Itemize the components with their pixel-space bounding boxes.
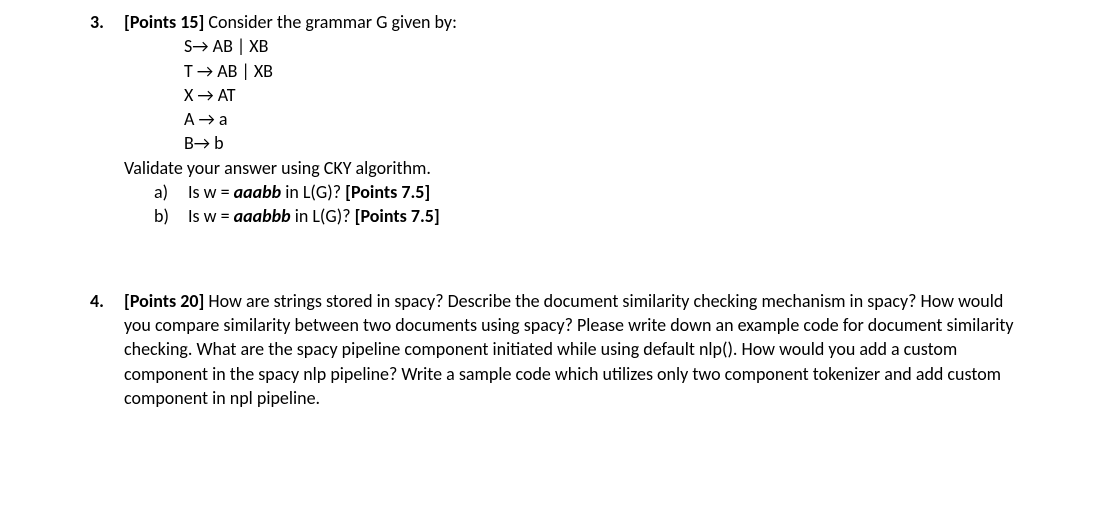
part-b-post: in L(G)?: [291, 205, 355, 227]
production-3-lhs: A: [184, 108, 198, 130]
part-a-post: in L(G)?: [281, 181, 345, 203]
part-a-text: Is w = aaabb in L(G)? [Points 7.5]: [188, 180, 430, 204]
arrow-icon: →: [194, 132, 210, 154]
production-0-rhs: AB | XB: [209, 35, 269, 57]
question-3-heading: [Points 15] Consider the grammar G given…: [124, 10, 1023, 34]
production-2-lhs: X: [184, 84, 197, 106]
part-a-pre: Is w =: [188, 181, 234, 203]
production-4: B→ b: [184, 131, 1023, 155]
grammar-block: S→ AB | XB T → AB | XB X → AT A → a B→ b: [184, 34, 1023, 155]
arrow-icon: →: [192, 35, 208, 57]
part-a: a) Is w = aaabb in L(G)? [Points 7.5]: [154, 180, 1023, 204]
validate-line: Validate your answer using CKY algorithm…: [124, 156, 1023, 180]
production-3: A → a: [184, 107, 1023, 131]
question-4-number: 4.: [90, 289, 124, 313]
production-1-rhs: AB | XB: [213, 60, 273, 82]
arrow-icon: →: [197, 60, 213, 82]
question-3-points: [Points 15]: [124, 11, 204, 33]
question-3-intro: Consider the grammar G given by:: [204, 11, 457, 33]
sublist: a) Is w = aaabb in L(G)? [Points 7.5] b)…: [154, 180, 1023, 229]
part-b-text: Is w = aaabbb in L(G)? [Points 7.5]: [188, 204, 440, 228]
part-a-word: aaabb: [234, 181, 282, 203]
part-b: b) Is w = aaabbb in L(G)? [Points 7.5]: [154, 204, 1023, 228]
production-2: X → AT: [184, 83, 1023, 107]
part-b-points: [Points 7.5]: [355, 205, 440, 227]
question-3-number: 3.: [90, 10, 124, 34]
arrow-icon: →: [197, 84, 213, 106]
question-3-body: [Points 15] Consider the grammar G given…: [124, 10, 1023, 229]
part-b-word: aaabbb: [234, 205, 291, 227]
question-3: 3. [Points 15] Consider the grammar G gi…: [90, 10, 1023, 229]
page: 3. [Points 15] Consider the grammar G gi…: [0, 0, 1113, 480]
production-4-rhs: b: [210, 132, 224, 154]
production-0: S→ AB | XB: [184, 34, 1023, 58]
question-4-points: [Points 20]: [124, 290, 204, 312]
question-4: 4. [Points 20] How are strings stored in…: [90, 289, 1023, 410]
question-4-text: How are strings stored in spacy? Describ…: [124, 290, 1014, 409]
part-a-points: [Points 7.5]: [345, 181, 430, 203]
production-1-lhs: T: [184, 60, 197, 82]
production-3-rhs: a: [215, 108, 228, 130]
part-a-letter: a): [154, 180, 188, 204]
production-2-rhs: AT: [214, 84, 236, 106]
question-4-body: [Points 20] How are strings stored in sp…: [124, 289, 1023, 410]
production-4-lhs: B: [184, 132, 194, 154]
part-b-pre: Is w =: [188, 205, 234, 227]
part-b-letter: b): [154, 204, 188, 228]
arrow-icon: →: [198, 108, 214, 130]
production-1: T → AB | XB: [184, 59, 1023, 83]
